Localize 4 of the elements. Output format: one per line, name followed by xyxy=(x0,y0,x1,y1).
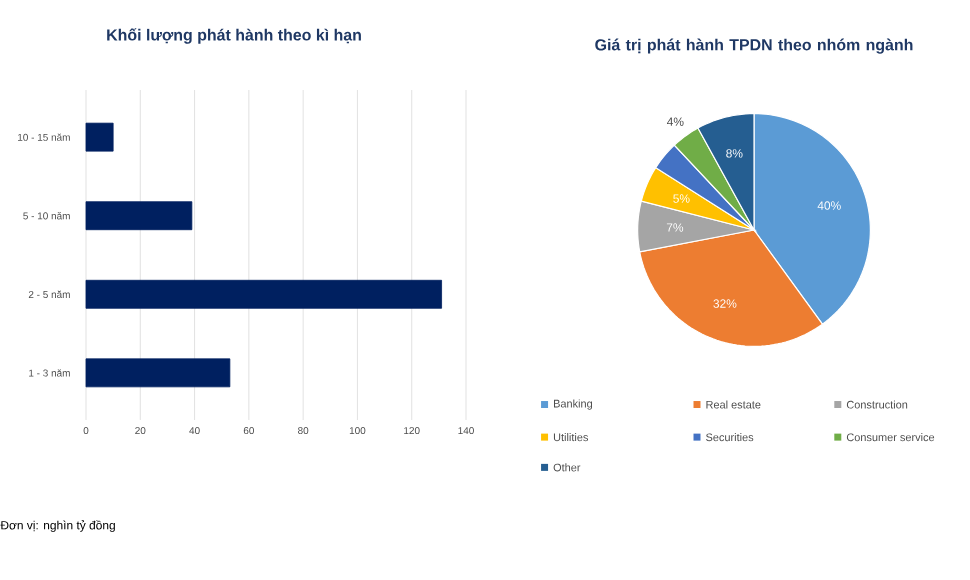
bar xyxy=(85,279,442,309)
bar xyxy=(85,201,193,231)
bar xyxy=(85,122,114,152)
bar xyxy=(85,358,231,388)
